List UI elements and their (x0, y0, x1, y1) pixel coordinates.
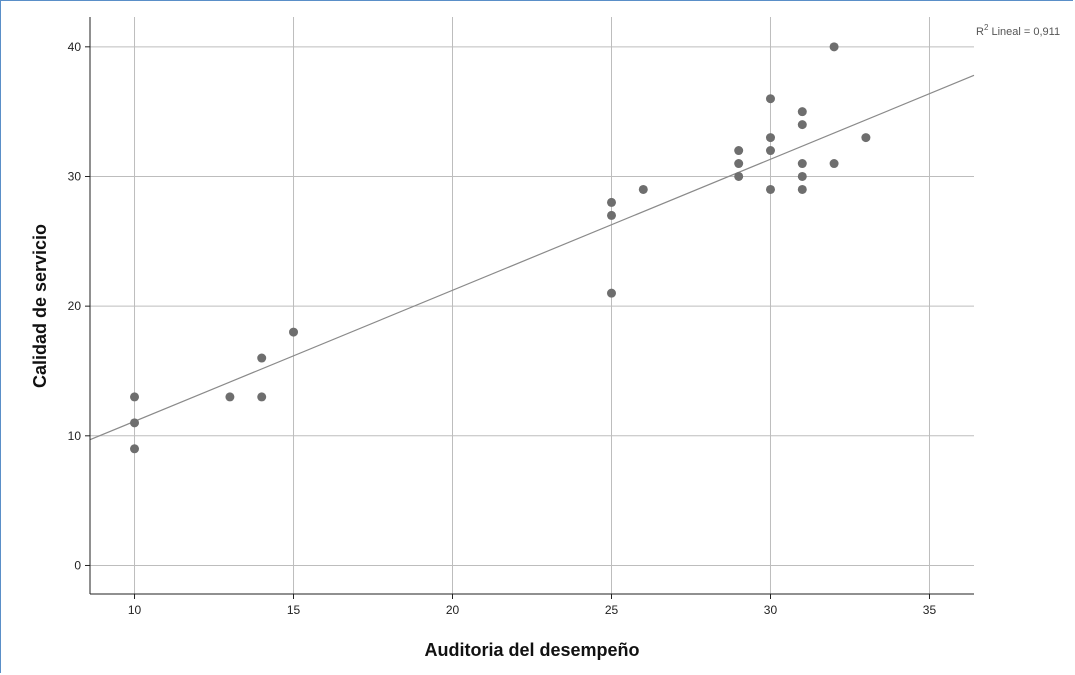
data-point (289, 327, 299, 337)
x-tick-label: 30 (764, 603, 778, 617)
y-tick-label: 30 (68, 169, 82, 183)
x-tick-label: 10 (128, 603, 142, 617)
y-axis-title: Calidad de servicio (30, 224, 50, 388)
x-axis-title: Auditoria del desempeño (424, 640, 639, 660)
y-tick-labels: 0 10 20 30 40 (68, 40, 82, 573)
data-point (606, 210, 616, 220)
data-point (797, 184, 807, 194)
x-tick-label: 35 (923, 603, 937, 617)
r2-annotation-base: R (976, 26, 984, 38)
data-point (797, 171, 807, 181)
data-point (861, 133, 871, 143)
r2-annotation: R2 Lineal = 0,911 (976, 23, 1060, 38)
data-point (257, 353, 267, 363)
data-point (765, 146, 775, 156)
y-tick-label: 40 (68, 40, 82, 54)
y-tick-label: 10 (68, 429, 82, 443)
data-points (130, 42, 871, 454)
data-point (130, 392, 140, 402)
x-tick-labels: 10 15 20 25 30 35 (128, 603, 937, 617)
data-point (797, 159, 807, 169)
data-point (829, 159, 839, 169)
y-tick-label: 20 (68, 299, 82, 313)
data-point (765, 133, 775, 143)
fit-line (89, 74, 975, 441)
data-point (130, 418, 140, 428)
r2-annotation-superscript: 2 (984, 23, 989, 32)
regression-line (89, 74, 975, 441)
r2-annotation-text: Lineal = 0,911 (988, 26, 1060, 38)
data-point (765, 94, 775, 104)
data-point (734, 171, 744, 181)
data-point (734, 159, 744, 169)
axes (85, 17, 974, 599)
data-point (225, 392, 235, 402)
grid-lines (90, 17, 974, 594)
data-point (797, 120, 807, 130)
x-tick-label: 25 (605, 603, 619, 617)
data-point (797, 107, 807, 117)
data-point (257, 392, 267, 402)
x-tick-label: 15 (287, 603, 301, 617)
data-point (606, 288, 616, 298)
data-point (734, 146, 744, 156)
data-point (606, 197, 616, 207)
data-point (638, 184, 648, 194)
data-point (130, 444, 140, 454)
y-tick-label: 0 (74, 558, 81, 572)
x-tick-label: 20 (446, 603, 460, 617)
data-point (765, 184, 775, 194)
data-point (829, 42, 839, 52)
